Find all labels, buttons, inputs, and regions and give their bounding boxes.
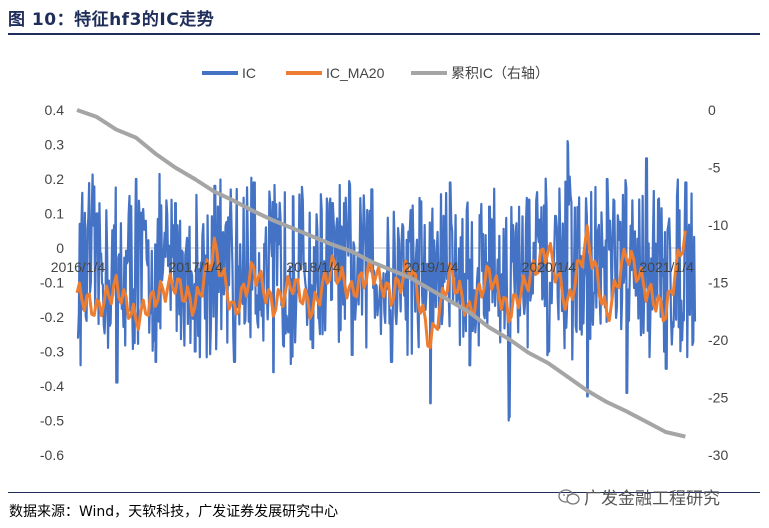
y-right-tick-label: 0 (708, 102, 716, 118)
legend-label: IC (242, 65, 256, 81)
y-left-tick-label: 0.3 (45, 137, 65, 153)
legend-label: 累积IC（右轴） (451, 65, 549, 81)
y-left-tick-label: -0.4 (40, 378, 64, 394)
chart: IC IC_MA20 累积IC（右轴） 0.4 0.3 0.2 0.1 0 -0.1 -0.2 -… (40, 65, 729, 463)
watermark-text: 广发金融工程研究 (584, 489, 720, 509)
x-tick-label: 2021/1/4 (639, 259, 694, 275)
legend: IC IC_MA20 累积IC（右轴） (202, 65, 549, 81)
y-left-tick-label: -0.6 (40, 447, 64, 463)
source-rule (8, 492, 760, 493)
y-left-tick-label: -0.1 (40, 275, 64, 291)
y-right-tick-label: -15 (708, 275, 728, 291)
y-right-tick-label: -5 (708, 160, 721, 176)
y-left-tick-label: 0 (56, 240, 64, 256)
y-left-tick-label: 0.4 (45, 102, 65, 118)
y-right-tick-label: -30 (708, 447, 728, 463)
figure-title: 图 10：特征hf3的IC走势 (8, 10, 215, 30)
x-tick-label: 2016/1/4 (51, 259, 106, 275)
source-note: 数据来源：Wind，天软科技，广发证券发展研究中心 (9, 504, 339, 520)
x-tick-label: 2018/1/4 (286, 259, 341, 275)
legend-label: IC_MA20 (326, 65, 385, 81)
y-left-tick-label: -0.5 (40, 413, 64, 429)
y-left-tick-label: 0.1 (45, 206, 65, 222)
x-tick-label: 2019/1/4 (404, 259, 459, 275)
cumulative-ic-line (76, 108, 686, 439)
title-rule (8, 33, 760, 35)
y-left-tick-label: 0.2 (45, 171, 65, 187)
x-tick-labels: 2016/1/4 2017/1/4 2018/1/4 2019/1/4 2020/1/4… (51, 259, 694, 275)
y-right-tick-label: -20 (708, 332, 728, 348)
y-right-tick-label: -10 (708, 217, 728, 233)
y-right-tick-label: -25 (708, 390, 728, 406)
y-left-tick-label: -0.2 (40, 309, 64, 325)
watermark: 广发金融工程研究 (558, 484, 720, 509)
x-tick-label: 2020/1/4 (522, 259, 577, 275)
ic-ma20-line (75, 224, 687, 350)
x-tick-label: 2017/1/4 (168, 259, 223, 275)
wechat-icon (558, 488, 580, 505)
y-left-tick-label: -0.3 (40, 344, 64, 360)
series-layer (75, 108, 697, 439)
